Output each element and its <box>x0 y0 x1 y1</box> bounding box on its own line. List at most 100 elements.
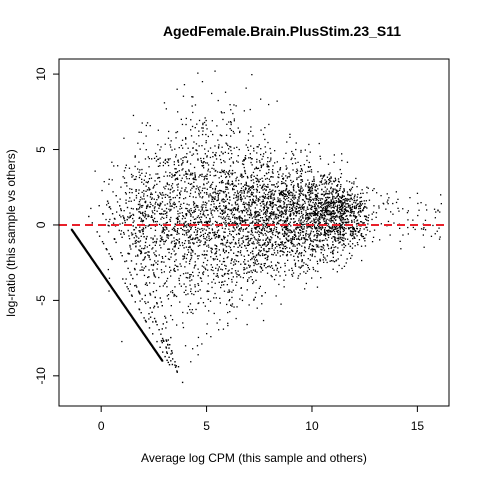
data-point <box>301 176 302 177</box>
data-point <box>256 168 257 169</box>
data-point <box>228 252 229 253</box>
data-point <box>202 165 203 166</box>
data-point <box>337 230 338 231</box>
data-point <box>172 206 173 207</box>
data-point <box>280 267 281 268</box>
data-point <box>335 206 336 207</box>
data-point <box>168 131 169 132</box>
data-point <box>175 172 176 173</box>
data-point <box>208 275 209 276</box>
data-point <box>240 175 241 176</box>
data-point <box>156 199 157 200</box>
data-point <box>154 254 155 255</box>
data-point <box>289 209 290 210</box>
data-point <box>329 192 330 193</box>
data-point <box>321 215 322 216</box>
data-point <box>359 201 360 202</box>
data-point <box>265 258 266 259</box>
data-point <box>250 265 251 266</box>
data-point <box>264 230 265 231</box>
zero-count-point <box>172 358 173 359</box>
data-point <box>351 212 352 213</box>
data-point <box>202 254 203 255</box>
data-point <box>212 270 213 271</box>
data-point <box>334 231 335 232</box>
zero-count-point <box>149 327 150 328</box>
data-point <box>390 211 391 212</box>
data-point <box>265 152 266 153</box>
data-point <box>304 250 305 251</box>
data-point <box>278 263 279 264</box>
data-point <box>263 234 264 235</box>
data-point <box>220 287 221 288</box>
data-point <box>317 193 318 194</box>
data-point <box>221 181 222 182</box>
data-point <box>154 235 155 236</box>
data-point <box>187 277 188 278</box>
data-point <box>194 267 195 268</box>
data-point <box>260 217 261 218</box>
data-point <box>195 265 196 266</box>
zero-count-point <box>136 286 137 287</box>
data-point <box>225 92 226 93</box>
data-point <box>254 227 255 228</box>
data-point <box>272 171 273 172</box>
data-point <box>243 210 244 211</box>
data-point <box>172 290 173 291</box>
data-point <box>278 215 279 216</box>
data-point <box>282 230 283 231</box>
data-point <box>178 216 179 217</box>
data-point <box>374 230 375 231</box>
data-point <box>195 309 196 310</box>
data-point <box>234 185 235 186</box>
data-point <box>231 242 232 243</box>
data-point <box>163 211 164 212</box>
data-point <box>168 294 169 295</box>
data-point <box>142 229 143 230</box>
zero-count-point <box>170 353 171 354</box>
data-point <box>330 181 331 182</box>
data-point <box>335 246 336 247</box>
data-point <box>136 197 137 198</box>
data-point <box>191 183 192 184</box>
data-point <box>272 176 273 177</box>
zero-count-point <box>136 208 137 209</box>
data-point <box>231 153 232 154</box>
data-point <box>323 175 324 176</box>
data-point <box>263 222 264 223</box>
data-point <box>127 219 128 220</box>
data-point <box>316 221 317 222</box>
data-point <box>303 209 304 210</box>
data-point <box>231 213 232 214</box>
data-point <box>143 143 144 144</box>
data-point <box>183 96 184 97</box>
data-point <box>198 246 199 247</box>
data-point <box>317 206 318 207</box>
data-point <box>243 196 244 197</box>
data-point <box>316 246 317 247</box>
data-point <box>174 207 175 208</box>
data-point <box>247 236 248 237</box>
data-point <box>329 172 330 173</box>
data-point <box>313 185 314 186</box>
data-point <box>293 185 294 186</box>
data-point <box>144 217 145 218</box>
data-point <box>277 201 278 202</box>
data-point <box>352 232 353 233</box>
data-point <box>225 220 226 221</box>
data-point <box>145 245 146 246</box>
data-point <box>192 212 193 213</box>
data-point <box>165 159 166 160</box>
data-point <box>248 265 249 266</box>
data-point <box>182 148 183 149</box>
data-point <box>249 202 250 203</box>
data-point <box>397 199 398 200</box>
data-point <box>350 212 351 213</box>
data-point <box>182 212 183 213</box>
data-point <box>192 126 193 127</box>
data-point <box>292 193 293 194</box>
data-point <box>363 236 364 237</box>
data-point <box>133 115 134 116</box>
data-point <box>357 196 358 197</box>
data-point <box>260 185 261 186</box>
